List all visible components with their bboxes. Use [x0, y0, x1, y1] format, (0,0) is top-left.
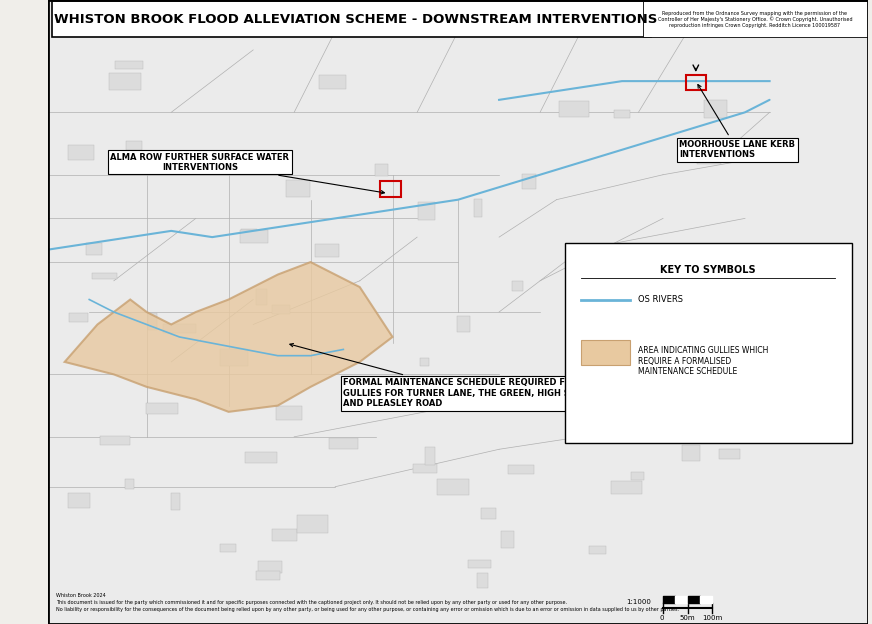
Bar [272, 529, 297, 541]
Bar [146, 404, 178, 414]
Bar [125, 479, 134, 489]
Bar [99, 436, 130, 445]
Bar [477, 573, 488, 588]
Bar [315, 245, 338, 258]
Bar [420, 358, 429, 366]
Bar [255, 289, 268, 305]
Bar [92, 273, 117, 280]
Bar [425, 447, 435, 464]
Text: ALMA ROW FURTHER SURFACE WATER
INTERVENTIONS: ALMA ROW FURTHER SURFACE WATER INTERVENT… [111, 152, 385, 194]
Bar [581, 340, 630, 365]
Bar [241, 228, 256, 241]
Bar [704, 100, 726, 118]
Text: FORMAL MAINTENANCE SCHEDULE REQUIRED FOR ALL
GULLIES FOR TURNER LANE, THE GREEN,: FORMAL MAINTENANCE SCHEDULE REQUIRED FOR… [290, 343, 600, 408]
Bar [467, 560, 491, 568]
Bar [258, 561, 282, 573]
FancyBboxPatch shape [643, 1, 868, 37]
Bar [109, 73, 141, 89]
Bar [163, 324, 195, 333]
Bar [240, 230, 269, 243]
Bar [115, 61, 142, 69]
Bar [589, 546, 606, 553]
Text: 50m: 50m [680, 615, 696, 621]
Bar [296, 515, 328, 533]
Polygon shape [65, 262, 392, 412]
Bar [255, 572, 280, 580]
Bar [245, 452, 277, 464]
Bar [68, 492, 90, 507]
Bar [508, 465, 534, 474]
Bar [686, 75, 706, 90]
Bar [286, 180, 310, 197]
Text: 1:1000: 1:1000 [626, 599, 651, 605]
Text: Whiston Brook 2024
This document is issued for the party which commissioned it a: Whiston Brook 2024 This document is issu… [57, 593, 679, 612]
Bar [418, 202, 435, 220]
Bar [221, 544, 235, 552]
Bar [70, 313, 88, 322]
FancyBboxPatch shape [565, 243, 852, 443]
Bar [380, 181, 401, 197]
Bar [319, 75, 345, 89]
Bar [678, 246, 694, 257]
Bar [171, 493, 181, 510]
Bar [272, 305, 290, 314]
Bar [276, 406, 303, 421]
Bar [512, 281, 522, 291]
Text: MOORHOUSE LANE KERB
INTERVENTIONS: MOORHOUSE LANE KERB INTERVENTIONS [679, 85, 795, 160]
Bar [559, 101, 589, 117]
Bar [68, 145, 94, 160]
Bar [614, 110, 630, 117]
Text: KEY TO SYMBOLS: KEY TO SYMBOLS [660, 265, 756, 275]
Bar [668, 327, 679, 343]
Text: OS RIVERS: OS RIVERS [638, 295, 684, 304]
Bar [535, 380, 566, 388]
Bar [522, 173, 536, 189]
Bar [698, 147, 721, 164]
Bar [86, 243, 102, 255]
Bar [473, 199, 482, 217]
Bar [375, 163, 388, 177]
Bar [631, 472, 644, 480]
Text: 0: 0 [660, 615, 664, 621]
Bar [652, 255, 668, 262]
Bar [481, 508, 496, 519]
Text: WHISTON BROOK FLOOD ALLEVIATION SCHEME - DOWNSTREAM INTERVENTIONS: WHISTON BROOK FLOOD ALLEVIATION SCHEME -… [54, 13, 657, 26]
Bar [329, 438, 358, 449]
Text: 100m: 100m [702, 615, 722, 621]
Bar [126, 141, 142, 150]
Bar [457, 316, 470, 331]
Bar [437, 479, 468, 495]
Bar [501, 531, 514, 548]
FancyBboxPatch shape [52, 1, 651, 37]
Bar [147, 313, 157, 330]
Bar [582, 283, 610, 295]
Bar [719, 449, 739, 459]
Bar [220, 349, 248, 366]
Text: AREA INDICATING GULLIES WHICH
REQUIRE A FORMALISED
MAINTENANCE SCHEDULE: AREA INDICATING GULLIES WHICH REQUIRE A … [638, 346, 769, 376]
Bar [682, 445, 700, 461]
Text: Reproduced from the Ordnance Survey mapping with the permission of the
Controlle: Reproduced from the Ordnance Survey mapp… [657, 11, 852, 28]
Bar [413, 464, 437, 472]
Bar [671, 245, 699, 258]
Bar [611, 481, 642, 494]
